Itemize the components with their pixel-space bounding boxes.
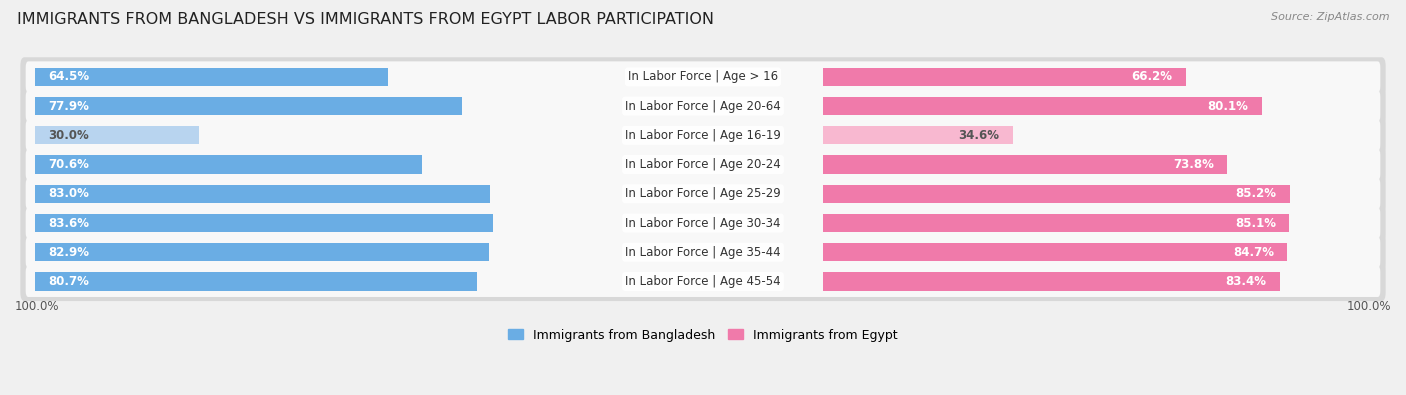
Bar [824, 97, 1263, 115]
Text: 77.9%: 77.9% [48, 100, 89, 113]
Text: In Labor Force | Age 16-19: In Labor Force | Age 16-19 [626, 129, 780, 142]
Text: 85.2%: 85.2% [1236, 187, 1277, 200]
FancyBboxPatch shape [25, 90, 1381, 122]
FancyBboxPatch shape [25, 207, 1381, 239]
Text: 83.4%: 83.4% [1226, 275, 1267, 288]
Text: In Labor Force | Age 20-64: In Labor Force | Age 20-64 [626, 100, 780, 113]
Bar [824, 68, 1185, 86]
Text: 80.7%: 80.7% [48, 275, 89, 288]
Bar [35, 185, 489, 203]
FancyBboxPatch shape [25, 149, 1381, 180]
Text: 84.7%: 84.7% [1233, 246, 1274, 259]
FancyBboxPatch shape [20, 233, 1386, 272]
Bar [824, 214, 1289, 232]
Text: In Labor Force | Age > 16: In Labor Force | Age > 16 [628, 70, 778, 83]
FancyBboxPatch shape [20, 145, 1386, 184]
Text: 30.0%: 30.0% [48, 129, 89, 142]
Text: Source: ZipAtlas.com: Source: ZipAtlas.com [1271, 12, 1389, 22]
Text: In Labor Force | Age 45-54: In Labor Force | Age 45-54 [626, 275, 780, 288]
Text: 82.9%: 82.9% [48, 246, 90, 259]
Text: 83.0%: 83.0% [48, 187, 89, 200]
FancyBboxPatch shape [20, 87, 1386, 126]
Text: IMMIGRANTS FROM BANGLADESH VS IMMIGRANTS FROM EGYPT LABOR PARTICIPATION: IMMIGRANTS FROM BANGLADESH VS IMMIGRANTS… [17, 12, 714, 27]
Bar [35, 126, 200, 145]
FancyBboxPatch shape [20, 262, 1386, 301]
Text: 70.6%: 70.6% [48, 158, 89, 171]
Text: 66.2%: 66.2% [1132, 70, 1173, 83]
Bar [35, 156, 422, 174]
Bar [35, 214, 494, 232]
Bar [35, 97, 461, 115]
Bar [824, 156, 1227, 174]
Bar [35, 243, 489, 261]
Text: 73.8%: 73.8% [1173, 158, 1215, 171]
Bar [35, 273, 477, 291]
Bar [824, 126, 1012, 145]
FancyBboxPatch shape [20, 174, 1386, 213]
FancyBboxPatch shape [25, 61, 1381, 92]
FancyBboxPatch shape [20, 203, 1386, 243]
Bar [35, 68, 388, 86]
Text: In Labor Force | Age 35-44: In Labor Force | Age 35-44 [626, 246, 780, 259]
Legend: Immigrants from Bangladesh, Immigrants from Egypt: Immigrants from Bangladesh, Immigrants f… [502, 322, 904, 348]
Bar [824, 273, 1279, 291]
FancyBboxPatch shape [25, 178, 1381, 209]
FancyBboxPatch shape [25, 237, 1381, 268]
Text: 83.6%: 83.6% [48, 216, 90, 229]
Text: 100.0%: 100.0% [15, 300, 59, 313]
Text: 80.1%: 80.1% [1208, 100, 1249, 113]
Text: In Labor Force | Age 20-24: In Labor Force | Age 20-24 [626, 158, 780, 171]
Text: 34.6%: 34.6% [959, 129, 1000, 142]
Bar [824, 243, 1286, 261]
FancyBboxPatch shape [25, 266, 1381, 297]
Text: In Labor Force | Age 30-34: In Labor Force | Age 30-34 [626, 216, 780, 229]
FancyBboxPatch shape [20, 57, 1386, 96]
Text: 100.0%: 100.0% [1347, 300, 1391, 313]
Text: 85.1%: 85.1% [1234, 216, 1277, 229]
Bar [824, 185, 1289, 203]
Text: In Labor Force | Age 25-29: In Labor Force | Age 25-29 [626, 187, 780, 200]
Text: 64.5%: 64.5% [48, 70, 90, 83]
FancyBboxPatch shape [25, 120, 1381, 151]
FancyBboxPatch shape [20, 116, 1386, 155]
